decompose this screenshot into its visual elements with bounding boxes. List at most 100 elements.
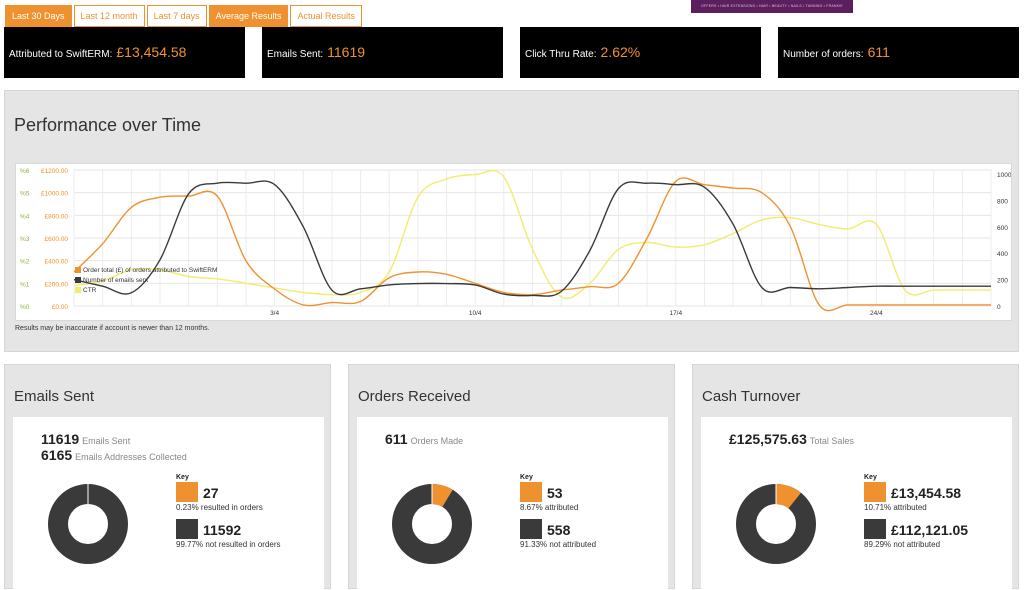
card-cash-title: Cash Turnover <box>702 388 801 405</box>
legend-entry: Order total (£) of orders attributed to … <box>83 267 217 274</box>
card-emails-sent-body: 11619 Emails Sent 6165 Emails Addresses Co… <box>13 417 324 590</box>
emails-key-1-value: 27 <box>203 485 219 501</box>
orders-key-1-desc: 8.67% attributed <box>520 503 579 512</box>
card-orders-body: 611 Orders Made Key 53 8.67% attributed 5… <box>357 417 668 590</box>
y-tick-money: £1000.00 <box>41 191 68 198</box>
y-tick-money: £800.00 <box>45 213 69 220</box>
card-cash-turnover: Cash Turnover £125,575.63 Total Sales Key… <box>692 364 1019 590</box>
cash-key-1-desc: 10.71% attributed <box>864 503 927 512</box>
y-tick-money: £600.00 <box>45 236 69 243</box>
y-tick-money: £400.00 <box>45 259 69 266</box>
stat-emails-sent-value: 11619 <box>327 44 366 60</box>
stat-emails-sent-label: Emails Sent: <box>267 49 324 60</box>
legend-swatch <box>75 277 81 283</box>
y-tick-percent: %6 <box>20 168 30 175</box>
performance-chart-svg: %0 £0.00 %1 £200.00 %2 £400.00 %3 £600.00 %4 £800… <box>20 168 1011 317</box>
cash-key-1-value: £13,454.58 <box>891 485 962 501</box>
card-cash-body: £125,575.63 Total Sales Key £13,454.58 10… <box>701 417 1012 590</box>
card-emails-sent: Emails Sent 11619 Emails Sent 6165 Emails … <box>4 364 331 590</box>
y-tick-money: £200.00 <box>45 281 69 288</box>
emails-key-label: Key <box>176 474 189 481</box>
series-line-2 <box>73 169 991 300</box>
emails-sent-total-label: Emails Sent <box>82 436 131 446</box>
x-tick-label: 17/4 <box>669 310 682 317</box>
emails-collected-label: Emails Addresses Collected <box>75 452 187 462</box>
performance-chart: %0 £0.00 %1 £200.00 %2 £400.00 %3 £600.00 %4 £800… <box>15 163 1012 321</box>
y-tick-money: £0.00 <box>52 304 69 311</box>
y-tick-right: 1000 <box>997 172 1011 179</box>
stat-attributed: Attributed to SwiftERM: £13,454.58 <box>4 27 245 78</box>
date-range-tabs: Last 30 Days Last 12 month Last 7 days A… <box>5 5 364 27</box>
tab-average-results[interactable]: Average Results <box>208 5 289 27</box>
stat-attributed-label: Attributed to SwiftERM: <box>9 49 113 60</box>
y-tick-right: 600 <box>997 225 1008 232</box>
orders-key-2-desc: 91.33% not attributed <box>520 540 597 549</box>
emails-key-2-value: 11592 <box>203 522 242 538</box>
key-swatch-dark <box>520 519 542 539</box>
legend-swatch <box>75 267 81 273</box>
emails-key-2-desc: 99.77% not resulted in orders <box>176 540 281 549</box>
stat-orders-label: Number of orders: <box>783 49 864 60</box>
x-tick-label: 24/4 <box>870 310 883 317</box>
key-swatch-orange <box>864 482 886 502</box>
key-swatch-orange <box>520 482 542 502</box>
x-tick-label: 10/4 <box>469 310 482 317</box>
y-tick-percent: %5 <box>20 191 30 198</box>
y-tick-money: £1200.00 <box>41 168 68 175</box>
tab-last-12-month[interactable]: Last 12 month <box>73 5 145 27</box>
performance-panel: Performance over Time %0 £0.00 %1 £200.00 %2… <box>4 90 1019 352</box>
y-tick-percent: %2 <box>20 259 30 266</box>
stat-attributed-value: £13,454.58 <box>116 44 187 60</box>
emails-collected-total: 6165 Emails Addresses Collected <box>41 447 187 463</box>
promo-banner[interactable]: OFFERS • HAIR EXTENSIONS • HAIR • BEAUTY… <box>691 0 853 13</box>
emails-sent-total: 11619 Emails Sent <box>41 431 130 447</box>
cash-key-label: Key <box>864 474 877 481</box>
orders-total-label: Orders Made <box>410 436 464 446</box>
cash-total: £125,575.63 Total Sales <box>729 431 854 447</box>
card-emails-sent-title: Emails Sent <box>14 388 95 405</box>
stat-ctr: Click Thru Rate: 2.62% <box>520 27 761 78</box>
legend-swatch <box>75 287 81 293</box>
cash-donut <box>736 484 816 564</box>
y-tick-right: 800 <box>997 198 1008 205</box>
y-tick-percent: %0 <box>20 304 30 311</box>
x-tick-label: 3/4 <box>270 310 279 317</box>
tab-last-30-days[interactable]: Last 30 Days <box>5 5 72 27</box>
stat-orders-value: 611 <box>867 44 890 60</box>
emails-key-1-desc: 0.23% resulted in orders <box>176 503 263 512</box>
orders-key-2-value: 558 <box>547 522 571 538</box>
orders-total-value: 611 <box>385 431 408 447</box>
orders-total: 611 Orders Made <box>385 431 463 447</box>
stat-ctr-label: Click Thru Rate: <box>525 49 597 60</box>
card-orders-title: Orders Received <box>358 388 471 405</box>
cash-total-value: £125,575.63 <box>729 431 807 447</box>
emails-collected-value: 6165 <box>41 447 73 463</box>
stat-emails-sent: Emails Sent: 11619 <box>262 27 503 78</box>
cash-key-2-value: £112,121.05 <box>891 522 969 538</box>
orders-donut <box>392 484 472 564</box>
card-orders-received: Orders Received 611 Orders Made Key 53 8.… <box>348 364 675 590</box>
y-tick-percent: %1 <box>20 281 30 288</box>
emails-sent-total-value: 11619 <box>41 431 80 447</box>
stat-ctr-value: 2.62% <box>600 44 641 60</box>
key-swatch-orange <box>176 482 198 502</box>
performance-title: Performance over Time <box>14 115 202 135</box>
tab-actual-results[interactable]: Actual Results <box>290 5 363 27</box>
emails-sent-donut <box>48 484 128 564</box>
cash-key-2-desc: 89.29% not attributed <box>864 540 941 549</box>
y-tick-percent: %3 <box>20 236 30 243</box>
y-tick-right: 200 <box>997 278 1008 285</box>
legend-entry: Number of emails sent <box>83 277 148 284</box>
y-tick-percent: %4 <box>20 213 30 220</box>
series-line-1 <box>73 180 991 297</box>
legend-entry: CTR <box>83 287 97 294</box>
y-tick-right: 400 <box>997 251 1008 258</box>
orders-key-1-value: 53 <box>547 485 563 501</box>
cash-total-label: Total Sales <box>809 436 854 446</box>
orders-key-label: Key <box>520 474 533 481</box>
key-swatch-dark <box>176 519 198 539</box>
chart-disclaimer: Results may be inaccurate if account is … <box>15 325 210 332</box>
y-tick-right: 0 <box>997 304 1001 311</box>
stat-orders: Number of orders: 611 <box>778 27 1019 78</box>
tab-last-7-days[interactable]: Last 7 days <box>146 5 207 27</box>
